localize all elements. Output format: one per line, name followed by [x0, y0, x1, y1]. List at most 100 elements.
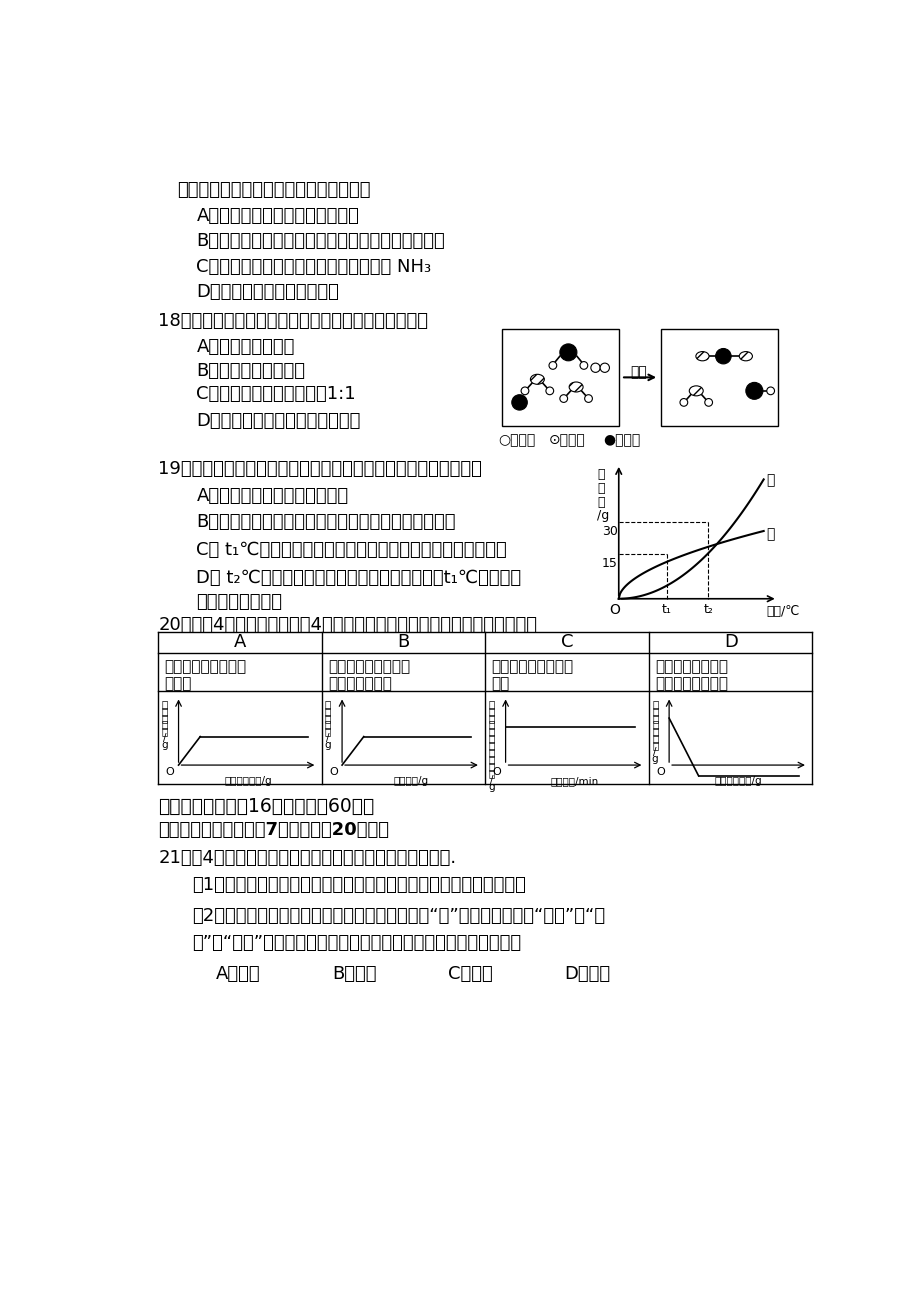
Text: 18．右图是某反应的微观示意图，下列说法不正确的是: 18．右图是某反应的微观示意图，下列说法不正确的是 — [158, 312, 428, 330]
Circle shape — [679, 399, 687, 406]
Text: 钙: 钙 — [652, 720, 658, 729]
Text: O: O — [165, 767, 175, 777]
Text: 甲: 甲 — [766, 473, 775, 488]
Text: 元: 元 — [488, 720, 494, 729]
Text: 加量必须严格控制。下列说法不正确的是: 加量必须严格控制。下列说法不正确的是 — [176, 181, 370, 199]
Circle shape — [745, 382, 762, 399]
Text: 固体: 固体 — [491, 676, 509, 690]
Bar — [502, 329, 618, 425]
Text: 向一定量硫酸铜溶液: 向一定量硫酸铜溶液 — [328, 659, 410, 673]
Circle shape — [584, 395, 592, 403]
Text: t₂: t₂ — [702, 603, 712, 616]
Text: 温度/℃: 温度/℃ — [766, 604, 799, 617]
Text: C．亚硝酸钙受热分解放出的气体可能是 NH₃: C．亚硝酸钙受热分解放出的气体可能是 NH₃ — [196, 257, 431, 276]
Text: 向一定量铁粉中滴加: 向一定量铁粉中滴加 — [165, 659, 246, 673]
Text: B．亚硝酸钙可以加到食品中，但添加量要符合规定: B．亚硝酸钙可以加到食品中，但添加量要符合规定 — [196, 233, 445, 250]
Text: 中: 中 — [488, 754, 494, 764]
Text: 气: 气 — [162, 706, 167, 716]
Bar — [661, 329, 777, 425]
Text: 20．下兗4个坐标图分别表示4个实验过程中某些质量的变化，其中正确的是: 20．下兗4个坐标图分别表示4个实验过程中某些质量的变化，其中正确的是 — [158, 616, 537, 633]
Text: /: / — [652, 747, 656, 758]
Text: （1）防毒面具里的活性炭除去毒气是利用活性炭具有＿＿＿＿＿＿。: （1）防毒面具里的活性炭除去毒气是利用活性炭具有＿＿＿＿＿＿。 — [192, 876, 526, 894]
Circle shape — [560, 395, 567, 403]
Text: 30: 30 — [601, 525, 617, 538]
Text: g: g — [161, 741, 168, 750]
Text: B．青菜: B．青菜 — [332, 965, 376, 983]
Circle shape — [766, 387, 774, 395]
Text: 量: 量 — [162, 727, 167, 737]
Ellipse shape — [530, 374, 544, 385]
Text: 的: 的 — [488, 747, 494, 758]
Text: A．鸡蛋: A．鸡蛋 — [216, 965, 260, 983]
Text: C．米饭: C．米饭 — [448, 965, 493, 983]
Text: g: g — [324, 741, 331, 750]
Text: 质: 质 — [324, 720, 331, 729]
Text: 21．（4分）化学在生活和工农业生产中起着很重要的作用.: 21．（4分）化学在生活和工农业生产中起着很重要的作用. — [158, 849, 456, 867]
Text: /g: /g — [596, 510, 608, 523]
Text: 的固体一定大于乙: 的固体一定大于乙 — [196, 593, 282, 611]
Text: C: C — [561, 633, 573, 651]
Text: B: B — [397, 633, 409, 651]
Text: 向一定量氢氧化钙: 向一定量氢氧化钙 — [654, 659, 727, 673]
Text: 稀盐酸的质量/g: 稀盐酸的质量/g — [224, 776, 271, 785]
Text: 溶: 溶 — [596, 468, 604, 481]
Text: 中不断加入锦粉: 中不断加入锦粉 — [328, 676, 391, 690]
Text: 【生活现象解释】（共7个小题，入20分。）: 【生活现象解释】（共7个小题，入20分。） — [158, 822, 389, 840]
Text: 二、非选择题（入16个小题，入60分）: 二、非选择题（入16个小题，入60分） — [158, 797, 374, 816]
Text: A．甲的溶解度大于乙的溶解度: A．甲的溶解度大于乙的溶解度 — [196, 488, 348, 506]
Text: 质: 质 — [162, 720, 167, 729]
Text: D: D — [723, 633, 737, 651]
Circle shape — [704, 399, 711, 406]
Ellipse shape — [569, 382, 583, 393]
Circle shape — [511, 395, 527, 410]
Text: （2）青少年成长需要充足的蛋白质和钙。这里的“钙”是指＿＿＿（填“分子”、“原: （2）青少年成长需要充足的蛋白质和钙。这里的“钙”是指＿＿＿（填“分子”、“原 — [192, 907, 605, 924]
Text: D． t₂℃时，将甲、乙等质量的饱和溶液降温至t₁℃，甲析出: D． t₂℃时，将甲、乙等质量的饱和溶液降温至t₁℃，甲析出 — [196, 569, 521, 588]
Text: ⊙氧原子: ⊙氧原子 — [549, 433, 585, 447]
Text: C．生成物的分子个数比为1:1: C．生成物的分子个数比为1:1 — [196, 385, 356, 403]
Text: 稀盐酸: 稀盐酸 — [165, 676, 192, 690]
Circle shape — [560, 344, 576, 361]
Text: D．牛奶: D．牛奶 — [564, 965, 610, 983]
Text: t₁: t₁ — [662, 603, 671, 616]
Circle shape — [590, 363, 599, 372]
Text: B．该反应为置换反应: B．该反应为置换反应 — [196, 361, 305, 380]
Text: A．反应物中有单质: A．反应物中有单质 — [196, 338, 294, 356]
Text: O: O — [493, 767, 501, 777]
Text: ○氢原子: ○氢原子 — [498, 433, 535, 447]
Text: 子”或“元素”），下列各组食物中富含蛋白质的是＿＿（填序号）。: 子”或“元素”），下列各组食物中富含蛋白质的是＿＿（填序号）。 — [192, 933, 521, 952]
Text: 点燃: 点燃 — [630, 365, 647, 380]
Text: /: / — [326, 733, 330, 744]
Text: ●硫原子: ●硫原子 — [603, 433, 640, 447]
Ellipse shape — [695, 351, 709, 361]
Circle shape — [520, 387, 528, 395]
Circle shape — [549, 361, 556, 369]
Text: 溶液中滴加稀盐酸: 溶液中滴加稀盐酸 — [654, 676, 727, 690]
Text: 量: 量 — [324, 727, 331, 737]
Text: 19．甲、乙两种固体的溶解度曲线如右图所示，下列说法正确的是: 19．甲、乙两种固体的溶解度曲线如右图所示，下列说法正确的是 — [158, 460, 482, 478]
Text: 氢: 氢 — [162, 699, 167, 709]
Text: g: g — [488, 783, 494, 792]
Text: 解: 解 — [596, 482, 604, 495]
Text: D．亚硝酸钙由三种元素组成: D．亚硝酸钙由三种元素组成 — [196, 283, 339, 302]
Ellipse shape — [688, 386, 702, 396]
Text: 加热一定量高锶酸鿠: 加热一定量高锶酸鿠 — [491, 659, 573, 673]
Text: A: A — [233, 633, 246, 651]
Circle shape — [579, 361, 587, 369]
Text: B．将甲的饱和溶液变为不饱和溶液可采用降温的方法: B．将甲的饱和溶液变为不饱和溶液可采用降温的方法 — [196, 512, 456, 530]
Text: 化: 化 — [652, 712, 658, 723]
Text: C． t₁℃时，甲、乙的饱和溶液中溶质的质量分数不一定相等: C． t₁℃时，甲、乙的饱和溶液中溶质的质量分数不一定相等 — [196, 541, 506, 559]
Text: 溶: 溶 — [324, 699, 331, 709]
Circle shape — [599, 363, 608, 372]
Text: 质: 质 — [488, 762, 494, 771]
Text: 的: 的 — [162, 712, 167, 723]
Text: O: O — [608, 603, 619, 616]
Text: 液: 液 — [324, 706, 331, 716]
Text: 15: 15 — [601, 558, 617, 571]
Text: 锦的质量/g: 锦的质量/g — [393, 776, 428, 785]
Text: 余: 余 — [488, 712, 494, 723]
Text: 乙: 乙 — [766, 526, 775, 541]
Text: 素: 素 — [488, 733, 494, 744]
Circle shape — [715, 348, 731, 364]
Circle shape — [545, 387, 553, 395]
Text: 锶: 锶 — [488, 706, 494, 716]
